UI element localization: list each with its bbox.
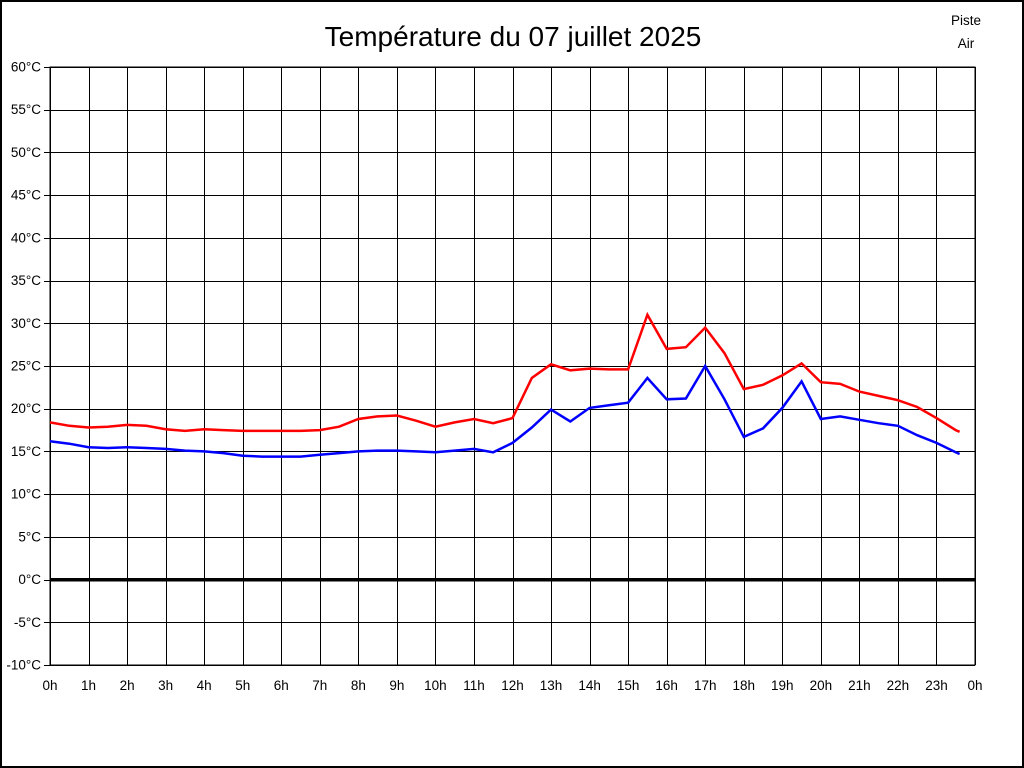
chart-title: Température du 07 juillet 2025 [325,21,702,52]
y-tick-label: -5°C [14,615,41,630]
x-tick-label: 1h [81,678,96,693]
x-tick-label: 17h [694,678,717,693]
x-tick-label: 19h [771,678,794,693]
y-tick-label: -10°C [6,658,41,673]
legend-air-label: Air [958,36,975,51]
y-tick-label: 45°C [11,188,41,203]
x-tick-label: 18h [732,678,755,693]
x-tick-label: 20h [810,678,833,693]
legend-piste-label: Piste [951,13,981,28]
grid-layer [44,66,976,666]
y-tick-label: 25°C [11,359,41,374]
x-tick-label: 3h [158,678,173,693]
x-tick-label: 0h [967,678,982,693]
x-tick-label: 13h [540,678,563,693]
x-tick-label: 5h [235,678,250,693]
x-tick-label: 21h [848,678,871,693]
y-tick-label: 30°C [11,316,41,331]
y-tick-label: 15°C [11,444,41,459]
plot-border [49,66,976,666]
x-tick-label: 12h [501,678,524,693]
y-tick-label: 50°C [11,145,41,160]
y-tick-label: 20°C [11,401,41,416]
x-tick-label: 14h [578,678,601,693]
axis-layer: 0h 1h 2h 3h 4h 5h 6h 7h 8h 9h 10h 11h 12h 13h 14h 15h 16… [6,60,982,694]
x-tick-label: 7h [312,678,327,693]
x-tick-label: 2h [120,678,135,693]
x-tick-label: 22h [887,678,910,693]
x-tick-label: 6h [274,678,289,693]
y-tick-label: 60°C [11,60,41,75]
x-tick-label: 16h [655,678,678,693]
x-tick-label: 10h [424,678,447,693]
y-tick-label: 10°C [11,487,41,502]
x-tick-label: 15h [617,678,640,693]
y-tick-label: 5°C [18,529,41,544]
x-tick-label: 23h [925,678,948,693]
x-tick-label: 0h [42,678,57,693]
x-tick-label: 11h [463,678,485,693]
y-tick-label: 40°C [11,230,41,245]
x-tick-label: 9h [389,678,404,693]
piste-line [49,311,961,433]
x-tick-label: 4h [197,678,212,693]
legend: Piste Air [951,13,981,51]
y-tick-label: 0°C [18,572,41,587]
series-layer [49,311,961,458]
air-line [49,363,961,458]
x-tick-label: 8h [351,678,366,693]
y-tick-label: 35°C [11,273,41,288]
y-tick-label: 55°C [11,102,41,117]
